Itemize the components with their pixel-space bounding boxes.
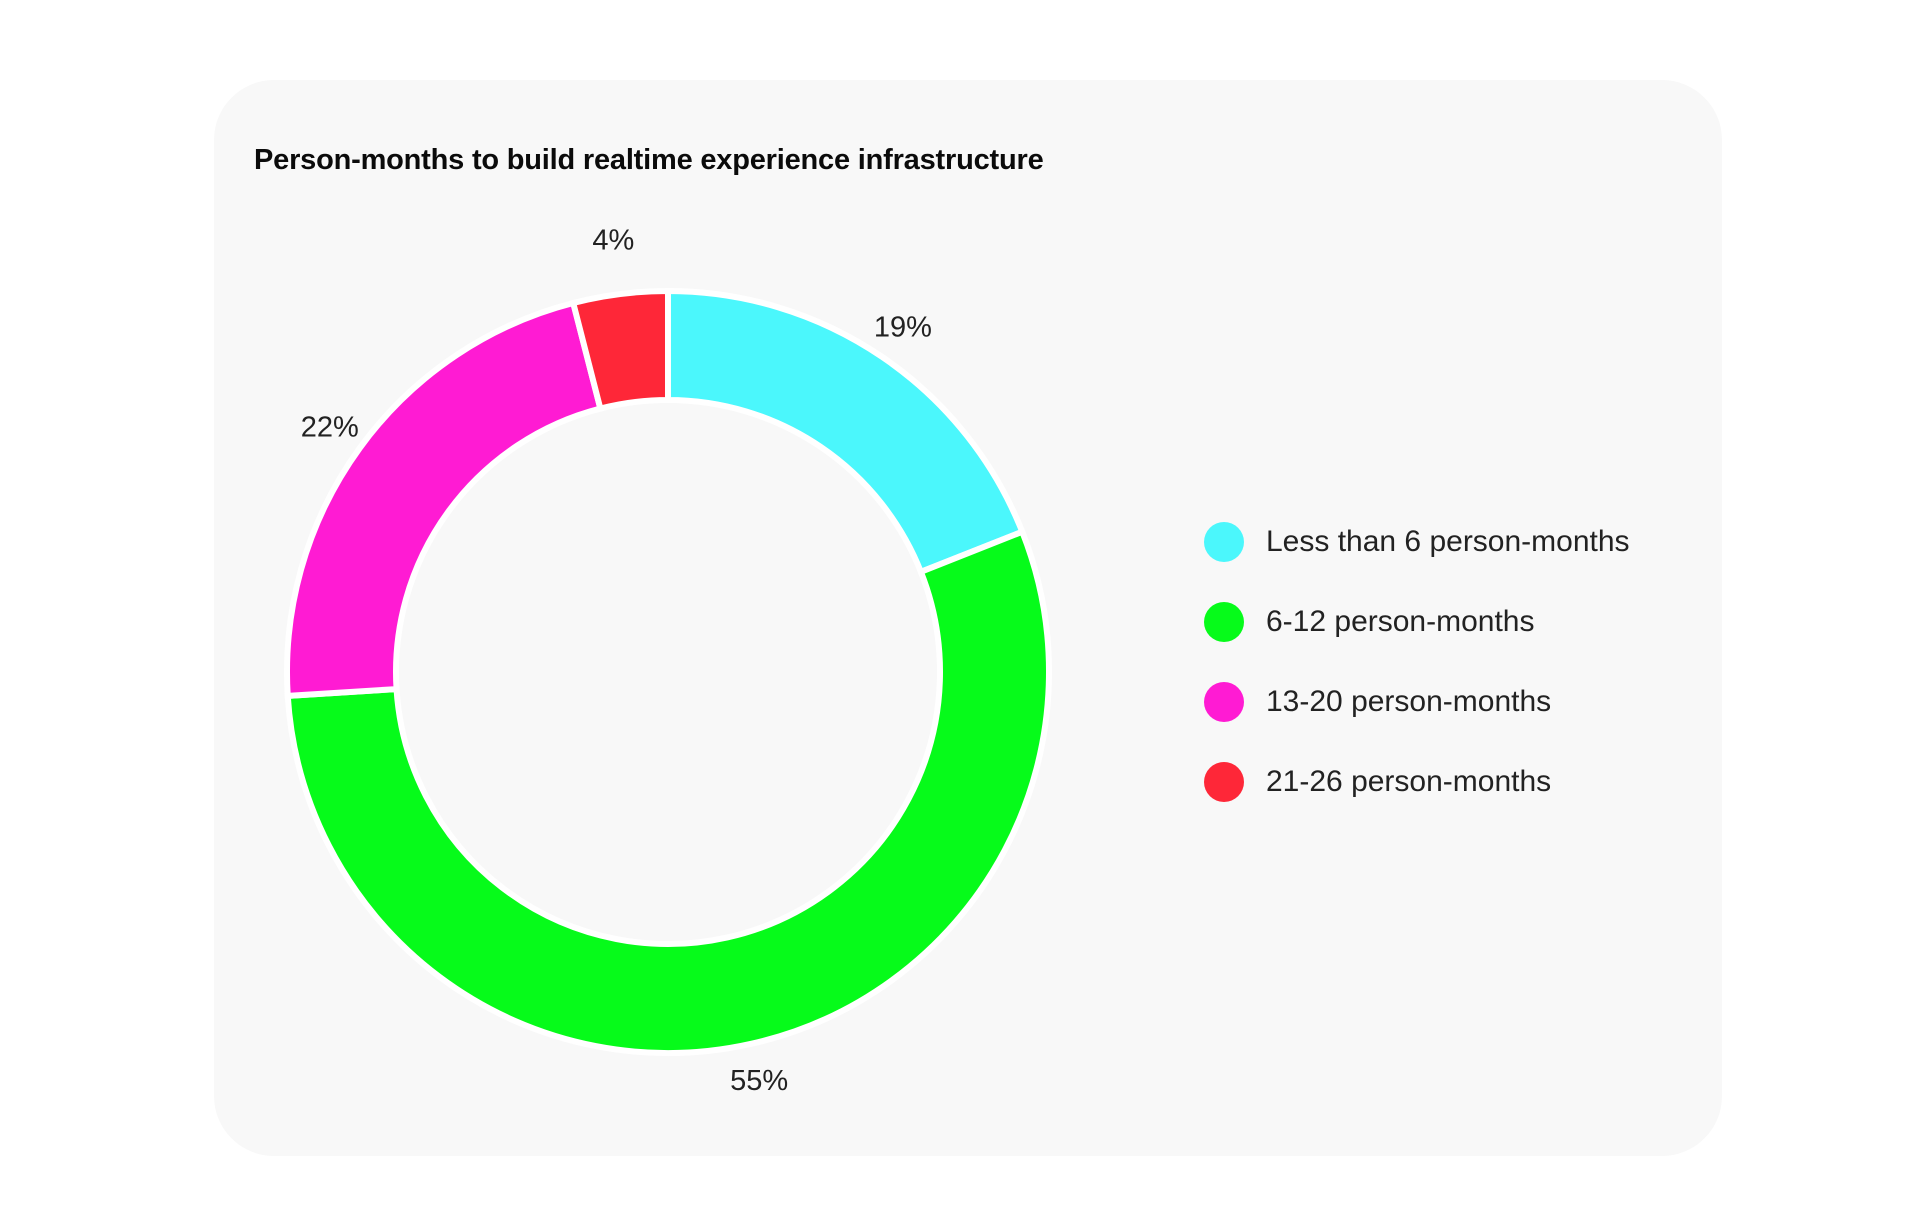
slice-labels: 19% 55% 22% 4%	[301, 224, 932, 1096]
legend-label: 13-20 person-months	[1266, 685, 1552, 718]
legend-swatch-green	[1204, 602, 1244, 642]
chart-title: Person-months to build realtime experien…	[254, 144, 1044, 176]
slice-label-21-26-person-months: 4%	[592, 224, 634, 256]
slice-21-26-person-months	[569, 287, 671, 413]
slice-6-12-person-months	[284, 527, 1052, 1056]
slice-less-than-6-person-months	[665, 287, 1027, 576]
slice-label-13-20-person-months: 22%	[301, 411, 359, 443]
legend: Less than 6 person-months 6-12 person-mo…	[1204, 522, 1630, 842]
legend-swatch-cyan	[1204, 522, 1244, 562]
legend-item: 13-20 person-months	[1204, 682, 1630, 722]
chart-card: Person-months to build realtime experien…	[214, 80, 1722, 1156]
legend-swatch-red	[1204, 762, 1244, 802]
legend-label: Less than 6 person-months	[1266, 525, 1630, 558]
legend-item: Less than 6 person-months	[1204, 522, 1630, 562]
legend-item: 21-26 person-months	[1204, 762, 1630, 802]
donut-slices	[284, 287, 1052, 1056]
slice-label-less-than-6-person-months: 19%	[874, 311, 932, 343]
legend-item: 6-12 person-months	[1204, 602, 1630, 642]
legend-label: 6-12 person-months	[1266, 605, 1535, 638]
slice-13-20-person-months	[284, 299, 605, 700]
slice-label-6-12-person-months: 55%	[730, 1065, 788, 1097]
legend-label: 21-26 person-months	[1266, 765, 1552, 798]
legend-swatch-magenta	[1204, 682, 1244, 722]
donut-chart: 19% 55% 22% 4%	[284, 224, 1052, 1097]
